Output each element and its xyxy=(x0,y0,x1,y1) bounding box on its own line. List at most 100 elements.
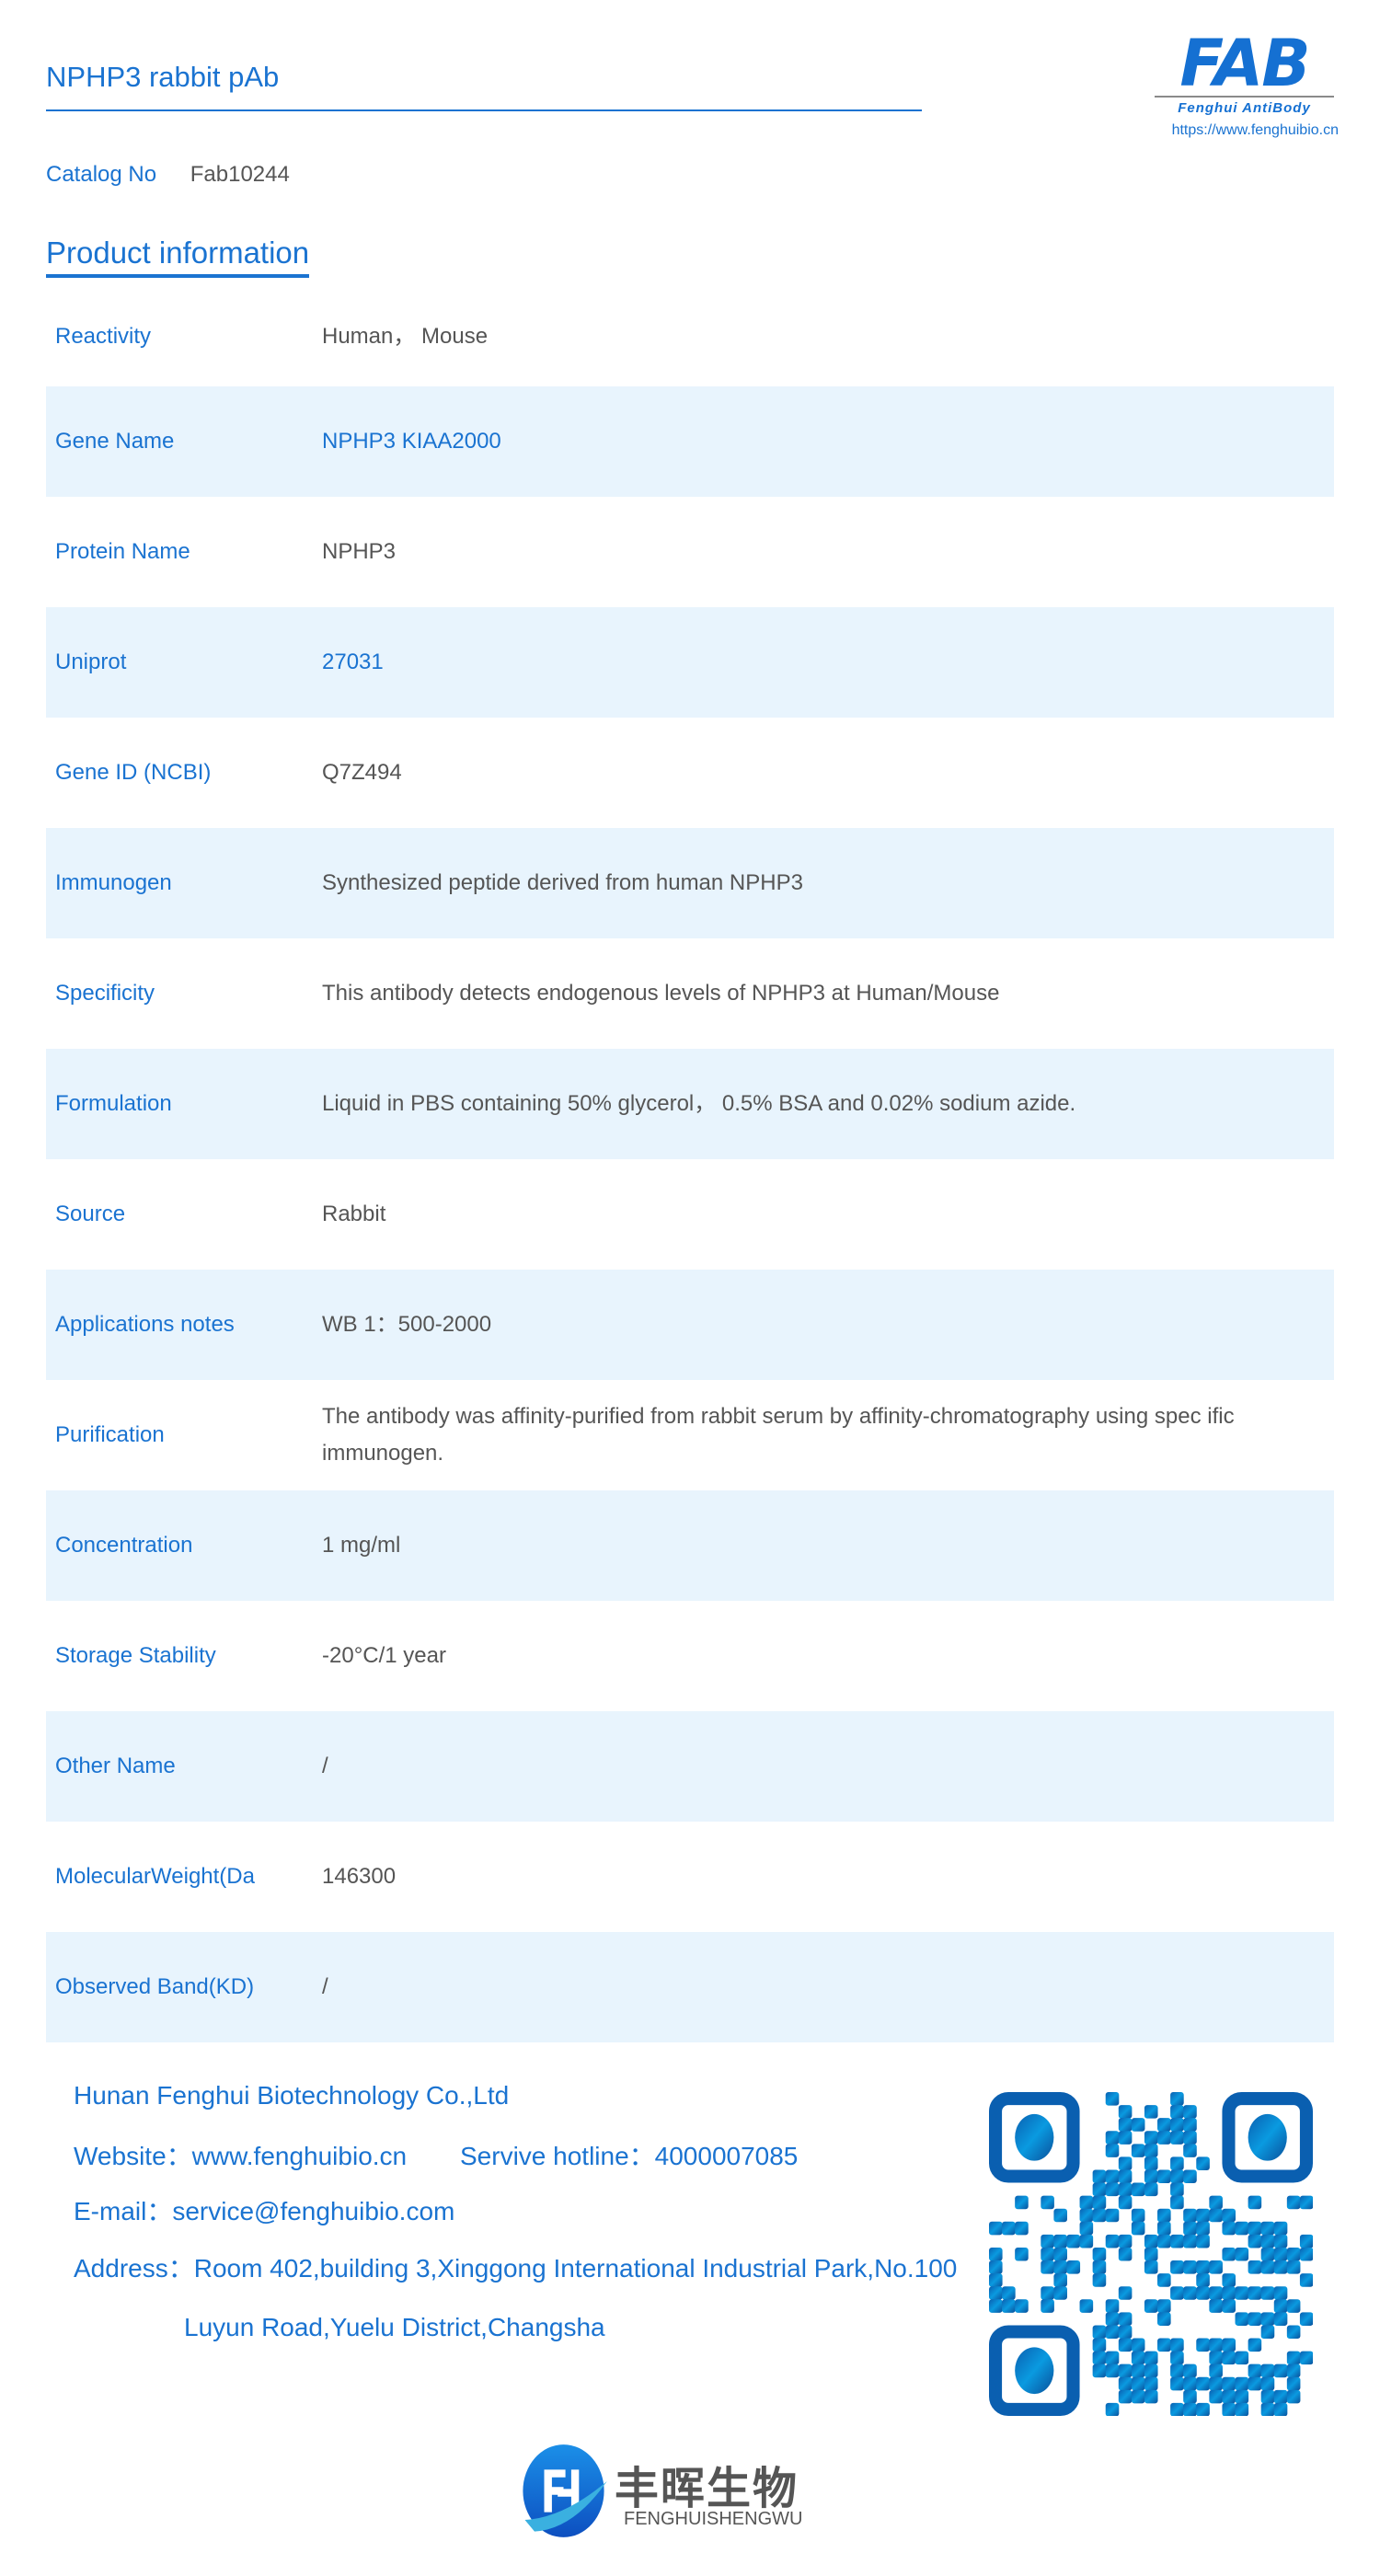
qr-module xyxy=(1260,2286,1275,2300)
qr-module xyxy=(1105,2299,1120,2313)
qr-module xyxy=(1144,2363,1158,2378)
qr-module xyxy=(1235,2286,1249,2300)
row-value: This antibody detects endogenous levels … xyxy=(322,981,1000,1006)
section-title: Product information xyxy=(46,236,310,278)
qr-code-icon xyxy=(989,2092,1313,2416)
fab-logo: FAB Fenghui AntiBody xyxy=(1155,26,1334,116)
qr-module xyxy=(1105,2131,1120,2145)
qr-module xyxy=(1260,2260,1275,2274)
qr-module xyxy=(1170,2105,1184,2119)
qr-module xyxy=(1260,2402,1275,2416)
row-value: Synthesized peptide derived from human N… xyxy=(322,870,803,895)
qr-module xyxy=(1286,2325,1301,2340)
qr-module xyxy=(1118,2182,1133,2197)
qr-module xyxy=(1157,2118,1171,2132)
page-title: NPHP3 rabbit pAb xyxy=(46,61,280,93)
qr-module xyxy=(1092,2208,1107,2223)
qr-module xyxy=(1170,2182,1184,2197)
qr-module xyxy=(1015,2247,1029,2261)
fenghui-logo-icon xyxy=(523,2444,607,2537)
catalog-value: Fab10244 xyxy=(190,162,290,187)
qr-module xyxy=(1183,2208,1197,2223)
qr-module xyxy=(1222,2299,1236,2313)
table-row: Gene ID (NCBI) Q7Z494 xyxy=(46,718,1334,828)
qr-module xyxy=(1092,2260,1107,2274)
qr-module xyxy=(1235,2351,1249,2365)
qr-module xyxy=(1170,2338,1184,2352)
qr-module xyxy=(1170,2286,1184,2300)
table-row: Purification The antibody was affinity-pu… xyxy=(46,1380,1334,1490)
qr-module xyxy=(1144,2299,1158,2313)
email-text[interactable]: E-mail：service@fenghuibio.com xyxy=(74,2197,455,2225)
qr-module xyxy=(1286,2389,1301,2404)
qr-module xyxy=(1183,2118,1197,2132)
qr-module xyxy=(1170,2402,1184,2416)
qr-module xyxy=(1105,2325,1120,2340)
qr-module xyxy=(1144,2156,1158,2170)
qr-module xyxy=(1157,2338,1171,2352)
qr-module xyxy=(1222,2338,1236,2352)
qr-module xyxy=(1235,2402,1249,2416)
qr-module xyxy=(1235,2247,1249,2261)
table-row: Observed Band(KD) / xyxy=(46,1932,1334,2042)
qr-module xyxy=(1118,2105,1133,2119)
qr-module xyxy=(1273,2286,1288,2300)
qr-module xyxy=(1196,2286,1210,2300)
qr-module xyxy=(1196,2208,1210,2223)
qr-module xyxy=(1286,2247,1301,2261)
qr-module xyxy=(1183,2105,1197,2119)
qr-module xyxy=(989,2260,1003,2274)
qr-module xyxy=(1144,2105,1158,2119)
qr-module xyxy=(1248,2363,1262,2378)
qr-module xyxy=(1183,2286,1197,2300)
qr-finder-center xyxy=(1015,2347,1054,2395)
qr-module xyxy=(1235,2312,1249,2326)
qr-module xyxy=(989,2286,1003,2300)
qr-module xyxy=(1041,2286,1054,2300)
qr-module xyxy=(1183,2221,1197,2236)
qr-module xyxy=(1066,2260,1081,2274)
qr-module xyxy=(989,2299,1003,2313)
qr-module xyxy=(1157,2169,1171,2184)
qr-module xyxy=(1118,2247,1133,2261)
qr-module xyxy=(1273,2260,1288,2274)
qr-module xyxy=(1144,2131,1158,2145)
qr-module xyxy=(1260,2247,1275,2261)
qr-module xyxy=(1118,2325,1133,2340)
row-label: Gene ID (NCBI) xyxy=(55,760,212,785)
row-value: -20°C/1 year xyxy=(322,1643,446,1668)
qr-module xyxy=(1183,2376,1197,2391)
qr-module xyxy=(989,2273,1003,2287)
qr-module xyxy=(1196,2221,1210,2236)
qr-module xyxy=(1131,2182,1145,2197)
qr-finder-center xyxy=(1248,2113,1287,2161)
row-value: Rabbit xyxy=(322,1202,386,1226)
qr-module xyxy=(1299,2351,1313,2365)
qr-module xyxy=(1015,2195,1029,2210)
qr-module xyxy=(1209,2299,1223,2313)
qr-module xyxy=(1260,2234,1275,2248)
row-value: Q7Z494 xyxy=(322,760,402,785)
qr-module xyxy=(1144,2376,1158,2391)
catalog-label: Catalog No xyxy=(46,162,157,187)
qr-module xyxy=(1157,2208,1171,2223)
fenghui-brand-logo: 丰晖生物 FENGHUISHENGWU xyxy=(515,2443,810,2544)
row-label: Reactivity xyxy=(55,324,152,349)
qr-module xyxy=(1248,2312,1262,2326)
table-row: Other Name / xyxy=(46,1711,1334,1822)
logo-text: FAB xyxy=(1179,26,1310,101)
row-label: Storage Stability xyxy=(55,1643,216,1668)
row-value: 146300 xyxy=(322,1864,397,1889)
row-label: Specificity xyxy=(55,981,155,1006)
website-text[interactable]: Website：www.fenghuibio.cn xyxy=(74,2142,408,2170)
qr-module xyxy=(1157,2234,1171,2248)
catalog-number: Catalog No Fab10244 xyxy=(46,162,290,188)
qr-module xyxy=(1273,2402,1288,2416)
qr-module xyxy=(1209,2363,1223,2378)
row-value: 1 mg/ml xyxy=(322,1533,401,1558)
qr-module xyxy=(1196,2273,1210,2287)
qr-module xyxy=(1260,2312,1275,2326)
website-link[interactable]: https://www.fenghuibio.cn xyxy=(1171,122,1339,138)
qr-module xyxy=(1105,2169,1120,2184)
product-info-table: Reactivity Human， Mouse Gene Name NPHP3 KIA… xyxy=(46,287,1334,2042)
